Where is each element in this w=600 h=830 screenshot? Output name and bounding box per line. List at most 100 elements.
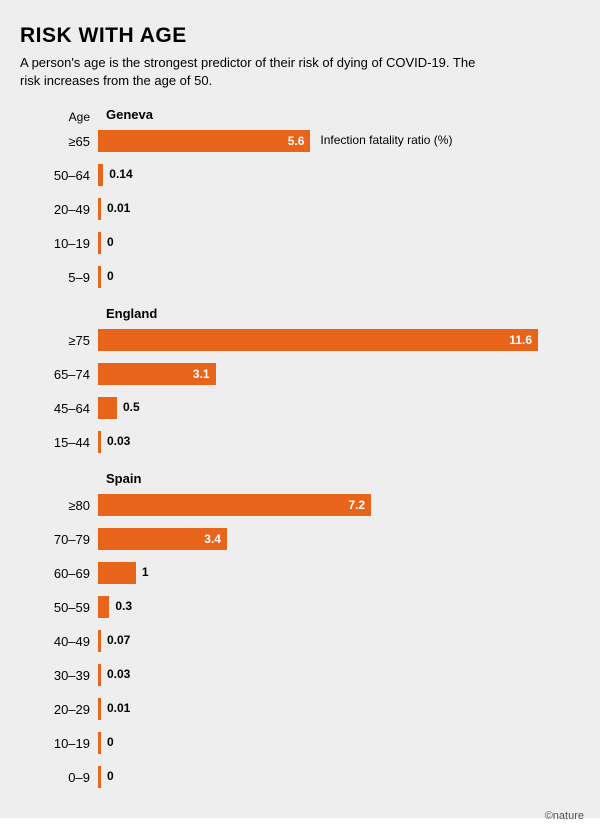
bar-area: 0 — [98, 266, 580, 288]
bar-value: 0 — [107, 269, 114, 283]
bar — [98, 266, 101, 288]
chart-subtitle: A person's age is the strongest predicto… — [20, 54, 480, 89]
age-label: 5–9 — [20, 270, 98, 285]
bar-row: 50–59 0.3 — [20, 594, 580, 620]
age-label: ≥80 — [20, 498, 98, 513]
bar-value: 0.01 — [107, 701, 130, 715]
bar-row: 15–44 0.03 — [20, 429, 580, 455]
age-label: 20–49 — [20, 202, 98, 217]
age-axis-label: Age — [20, 110, 98, 124]
bar-value: 0.14 — [109, 167, 132, 181]
bar — [98, 562, 136, 584]
bar — [98, 198, 101, 220]
bar: 7.2 — [98, 494, 371, 516]
bar-area: 0.03 — [98, 431, 580, 453]
bar-area: 0 — [98, 232, 580, 254]
group-label: Geneva — [106, 107, 153, 122]
bar — [98, 431, 101, 453]
bar: 11.6 — [98, 329, 538, 351]
chart-panel: RISK WITH AGE A person's age is the stro… — [0, 0, 600, 818]
bar — [98, 596, 109, 618]
age-label: 0–9 — [20, 770, 98, 785]
bar-row: 60–69 1 — [20, 560, 580, 586]
chart-title: RISK WITH AGE — [20, 24, 580, 48]
bar-row: 10–19 0 — [20, 730, 580, 756]
bar-area: 3.4 — [98, 528, 580, 550]
bar-area: 0.14 — [98, 164, 580, 186]
bar-row: 30–39 0.03 — [20, 662, 580, 688]
bar-row: 40–49 0.07 — [20, 628, 580, 654]
bar-area: 0.07 — [98, 630, 580, 652]
bar-value: 0.03 — [107, 434, 130, 448]
age-label: 70–79 — [20, 532, 98, 547]
bar-row: 20–49 0.01 — [20, 196, 580, 222]
bar-value: 0.3 — [115, 599, 132, 613]
bar-area: 0 — [98, 732, 580, 754]
bar — [98, 397, 117, 419]
bar-row: 0–9 0 — [20, 764, 580, 790]
bar-value: 5.6 — [288, 134, 305, 148]
bar-value: 0.01 — [107, 201, 130, 215]
age-label: 10–19 — [20, 736, 98, 751]
age-label: 50–64 — [20, 168, 98, 183]
bar-row: 20–29 0.01 — [20, 696, 580, 722]
bar — [98, 766, 101, 788]
age-label: 65–74 — [20, 367, 98, 382]
bar-area: 0 — [98, 766, 580, 788]
bar: 5.6 — [98, 130, 310, 152]
bar — [98, 232, 101, 254]
bar — [98, 732, 101, 754]
bar — [98, 698, 101, 720]
bar-value: 0 — [107, 235, 114, 249]
bar-row: 10–19 0 — [20, 230, 580, 256]
chart-body: ≥65 5.6 Infection fatality ratio (%) 50–64 0… — [20, 128, 580, 790]
age-label: 15–44 — [20, 435, 98, 450]
age-label: ≥75 — [20, 333, 98, 348]
bar-value: 0.5 — [123, 400, 140, 414]
bar-value: 0.07 — [107, 633, 130, 647]
bar-value: 3.4 — [204, 532, 221, 546]
bar-value: 0 — [107, 735, 114, 749]
bar-row: ≥80 7.2 — [20, 492, 580, 518]
bar-area: 11.6 — [98, 329, 580, 351]
bar-area: 0.03 — [98, 664, 580, 686]
bar-area: 0.3 — [98, 596, 580, 618]
bar-row: ≥75 11.6 — [20, 327, 580, 353]
axis-header-row: Age Geneva — [20, 107, 580, 128]
bar-row: 5–9 0 — [20, 264, 580, 290]
age-label: 40–49 — [20, 634, 98, 649]
bar-area: 0.5 — [98, 397, 580, 419]
bar-value: 3.1 — [193, 367, 210, 381]
bar-row: 65–74 3.1 — [20, 361, 580, 387]
bar-area: 0.01 — [98, 198, 580, 220]
bar-row: 45–64 0.5 — [20, 395, 580, 421]
bar-value: 7.2 — [348, 498, 365, 512]
bar: 3.1 — [98, 363, 216, 385]
bar-area: 1 — [98, 562, 580, 584]
bar-value: 0 — [107, 769, 114, 783]
bar: 3.4 — [98, 528, 227, 550]
bar-value: 11.6 — [509, 333, 532, 347]
age-label: 20–29 — [20, 702, 98, 717]
age-label: 30–39 — [20, 668, 98, 683]
age-label: 60–69 — [20, 566, 98, 581]
bar-area: 0.01 — [98, 698, 580, 720]
group-label: England — [106, 306, 580, 321]
credit-label: ©nature — [545, 810, 584, 822]
bar-row: 70–79 3.4 — [20, 526, 580, 552]
bar-value: 0.03 — [107, 667, 130, 681]
value-annotation: Infection fatality ratio (%) — [320, 133, 452, 147]
bar-row: 50–64 0.14 — [20, 162, 580, 188]
bar — [98, 664, 101, 686]
bar-value: 1 — [142, 565, 149, 579]
bar-area: 3.1 — [98, 363, 580, 385]
group-label: Spain — [106, 471, 580, 486]
age-label: 45–64 — [20, 401, 98, 416]
bar-area: 5.6 Infection fatality ratio (%) — [98, 130, 580, 152]
bar — [98, 630, 101, 652]
age-label: 50–59 — [20, 600, 98, 615]
age-label: 10–19 — [20, 236, 98, 251]
bar — [98, 164, 103, 186]
age-label: ≥65 — [20, 134, 98, 149]
bar-row: ≥65 5.6 Infection fatality ratio (%) — [20, 128, 580, 154]
